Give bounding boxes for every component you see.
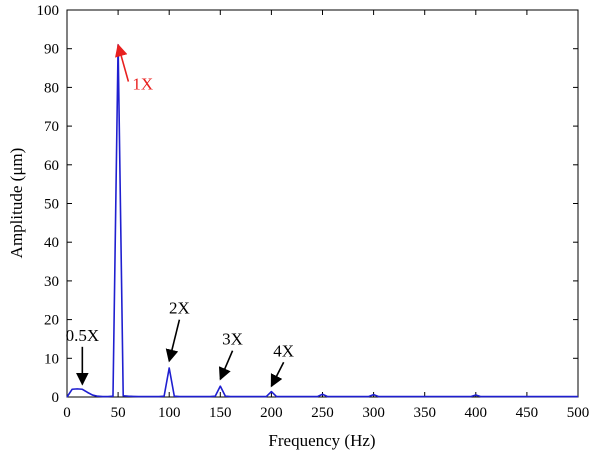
y-tick-label: 40	[44, 235, 59, 251]
annotation-layer: 1X 0.5X 2X 3X 4X	[66, 43, 294, 388]
y-tick-label: 0	[52, 390, 60, 406]
x-axis-title: Frequency (Hz)	[268, 431, 375, 450]
x-tick-label: 0	[63, 405, 71, 421]
annotation-arrow	[218, 350, 234, 381]
x-tick-label: 250	[311, 405, 334, 421]
y-tick-label: 30	[44, 274, 59, 290]
annotation-label: 1X	[132, 75, 153, 94]
y-tick-label: 100	[37, 3, 60, 19]
annotation-arrow	[165, 319, 181, 363]
spectrum-line	[66, 44, 578, 398]
y-axis-title: Amplitude (μm)	[7, 148, 26, 259]
annotation-arrow	[115, 43, 130, 82]
y-tick-label: 80	[44, 80, 59, 96]
annotation-arrow	[270, 361, 285, 388]
series-layer	[66, 44, 578, 398]
y-tick-label: 50	[44, 197, 59, 213]
annotation-label: 4X	[273, 341, 294, 360]
x-tick-label: 500	[567, 405, 590, 421]
y-tick-label: 90	[44, 42, 59, 58]
x-tick-label: 50	[111, 405, 126, 421]
y-tick-label: 60	[44, 158, 59, 174]
x-tick-label: 150	[209, 405, 232, 421]
y-tick-label: 70	[44, 119, 59, 135]
x-tick-label: 300	[362, 405, 385, 421]
x-tick-label: 350	[413, 405, 436, 421]
y-tick-label: 20	[44, 313, 59, 329]
x-tick-label: 450	[516, 405, 539, 421]
plot-frame	[66, 9, 579, 398]
annotation-label: 2X	[169, 299, 190, 318]
x-tick-label: 200	[260, 405, 283, 421]
x-tick-label: 400	[465, 405, 488, 421]
y-tick-label: 10	[44, 351, 59, 367]
annotation-label: 3X	[222, 330, 243, 349]
x-axis-ticks: 0 50 100 150 200 250 300 350 400 450 500	[63, 10, 589, 421]
x-tick-label: 100	[158, 405, 181, 421]
y-axis-ticks: 0 10 20 30 40 50 60 70 80 90 100	[37, 3, 578, 406]
annotation-label: 0.5X	[66, 326, 100, 345]
